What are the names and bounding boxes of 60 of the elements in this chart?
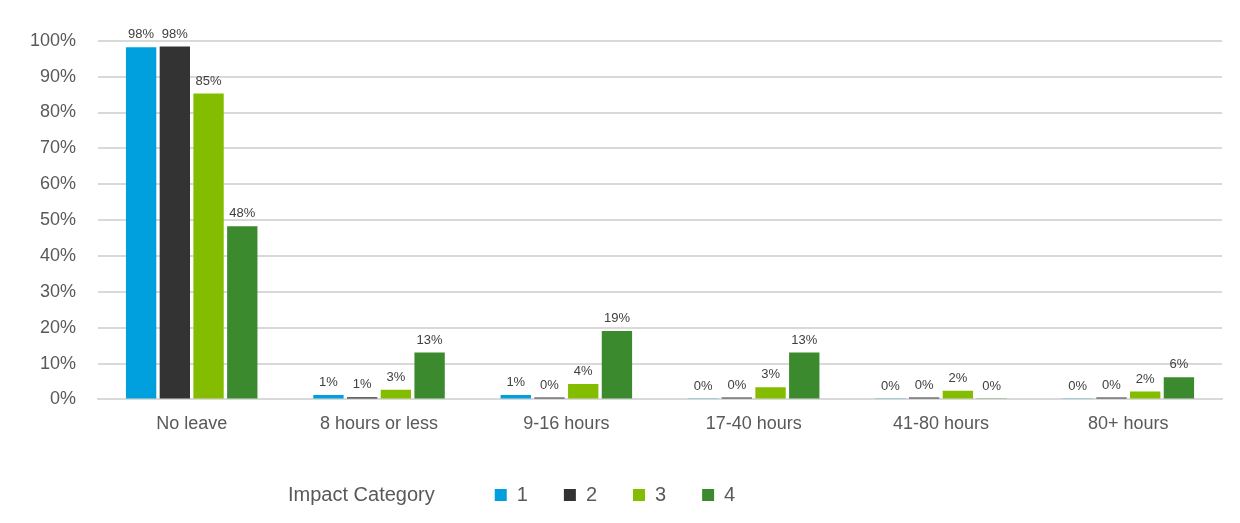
y-tick-label: 30% xyxy=(40,280,77,301)
y-tick-label: 10% xyxy=(40,352,77,373)
bar xyxy=(414,352,445,399)
data-label: 0% xyxy=(1068,377,1088,393)
bar xyxy=(789,352,820,399)
legend-label: 4 xyxy=(724,482,736,505)
data-label: 3% xyxy=(761,366,781,382)
data-label: 2% xyxy=(948,369,968,385)
bar xyxy=(313,395,344,399)
y-tick-label: 40% xyxy=(40,244,77,265)
data-label: 13% xyxy=(416,331,444,347)
data-label: 0% xyxy=(693,377,713,393)
bar xyxy=(601,330,633,399)
data-label: 1% xyxy=(506,374,526,390)
bar xyxy=(159,46,191,399)
bar xyxy=(380,389,412,399)
bar xyxy=(755,387,786,399)
data-label: 13% xyxy=(791,331,818,347)
data-label: 0% xyxy=(540,376,560,392)
bar xyxy=(500,395,531,399)
y-tick-label: 0% xyxy=(50,388,77,409)
y-tick-label: 20% xyxy=(40,316,77,337)
data-label: 85% xyxy=(195,72,222,88)
data-label: 98% xyxy=(128,26,155,42)
x-tick-label: 17-40 hours xyxy=(705,413,802,434)
x-tick-label: 80+ hours xyxy=(1088,413,1169,434)
y-tick-label: 100% xyxy=(29,29,77,50)
y-tick-label: 90% xyxy=(40,65,77,86)
data-label: 6% xyxy=(1169,356,1189,372)
data-label: 3% xyxy=(386,368,406,384)
bar xyxy=(568,383,599,399)
data-label: 0% xyxy=(881,377,901,393)
x-tick-label: 41-80 hours xyxy=(892,413,990,434)
bar xyxy=(193,93,224,399)
data-label: 0% xyxy=(727,376,747,392)
data-label: 1% xyxy=(319,374,339,390)
bar xyxy=(125,47,157,399)
legend-label: 3 xyxy=(655,482,667,505)
y-tick-label: 60% xyxy=(40,173,77,194)
x-tick-label: No leave xyxy=(156,413,228,434)
x-tick-label: 8 hours or less xyxy=(320,413,439,434)
y-tick-label: 70% xyxy=(40,137,77,158)
legend-label: 1 xyxy=(516,482,528,505)
data-label: 0% xyxy=(1102,376,1122,392)
legend-label: 2 xyxy=(585,482,597,505)
data-label: 2% xyxy=(1135,370,1156,386)
data-label: 0% xyxy=(914,376,934,392)
data-label: 4% xyxy=(573,363,594,379)
data-label: 98% xyxy=(161,25,189,41)
legend-title: Impact Category xyxy=(288,482,435,505)
x-tick-label: 9-16 hours xyxy=(523,413,610,434)
y-tick-label: 80% xyxy=(40,101,77,122)
y-tick-label: 50% xyxy=(40,209,77,230)
bar xyxy=(1163,377,1195,399)
data-label: 1% xyxy=(352,376,372,392)
data-label: 0% xyxy=(982,377,1002,393)
bar xyxy=(227,226,258,399)
data-label: 19% xyxy=(603,309,631,325)
bar xyxy=(942,390,974,399)
data-label: 48% xyxy=(229,205,256,221)
